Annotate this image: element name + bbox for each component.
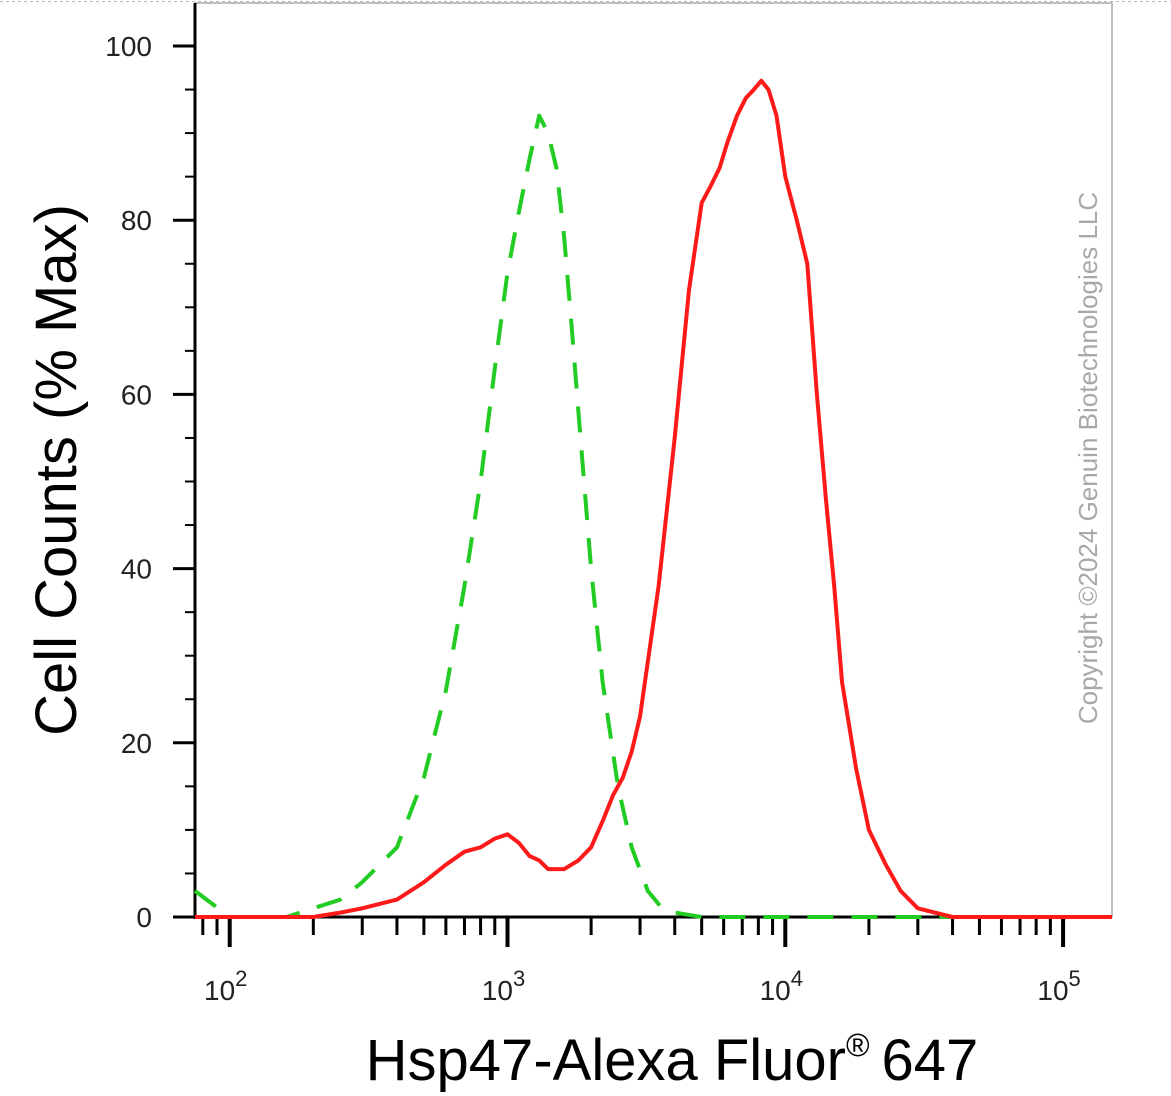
y-tick-label: 100 — [105, 31, 152, 62]
x-tick-label: 103 — [482, 966, 525, 1006]
x-tick-label: 104 — [760, 966, 803, 1006]
y-axis-title: Cell Counts (% Max) — [24, 204, 89, 736]
y-tick-label: 40 — [121, 554, 152, 585]
x-axis-title-mark: ® — [846, 1027, 870, 1063]
y-tick-label: 60 — [121, 379, 152, 410]
x-axis: 102 103 104 105 — [173, 915, 1112, 1006]
y-tick-label: 0 — [136, 902, 152, 933]
x-tick-label: 102 — [204, 966, 247, 1006]
isotype-control-histogram — [193, 113, 1112, 919]
x-axis-title-main: Hsp47-Alexa Fluor — [366, 1028, 846, 1093]
x-axis-title: Hsp47-Alexa Fluor® 647 — [366, 1027, 979, 1093]
plot-frame — [194, 2, 1113, 918]
copyright-watermark: Copyright ©2024 Genuin Biotechnologies L… — [1073, 192, 1103, 724]
y-tick-label: 80 — [121, 205, 152, 236]
series-layer — [193, 78, 1112, 919]
x-tick-label: 105 — [1037, 966, 1080, 1006]
x-axis-title-suffix: 647 — [882, 1028, 979, 1093]
hsp47-histogram — [195, 78, 1112, 919]
y-tick-label: 20 — [121, 728, 152, 759]
y-axis: 0 20 40 60 80 100 — [105, 3, 197, 933]
